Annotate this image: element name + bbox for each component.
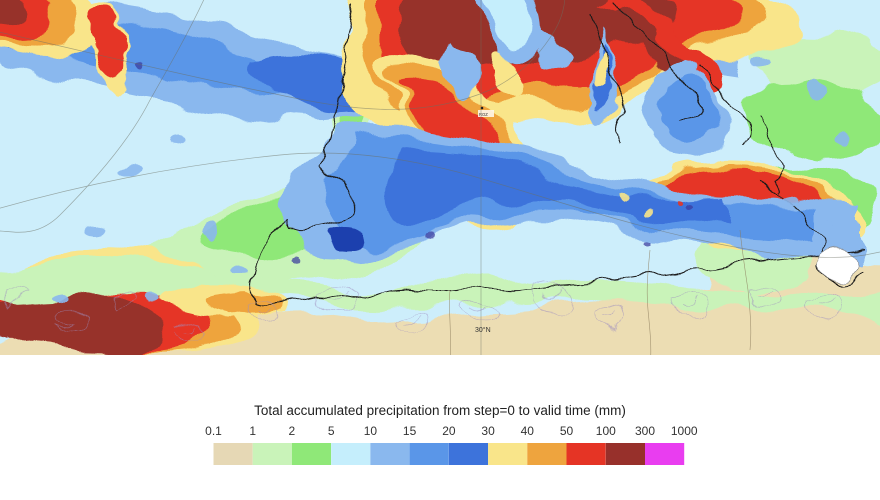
svg-text:10: 10 <box>364 424 378 438</box>
svg-text:1: 1 <box>249 424 256 438</box>
svg-text:40: 40 <box>521 424 535 438</box>
svg-text:0.1: 0.1 <box>205 424 222 438</box>
svg-text:100: 100 <box>596 424 616 438</box>
svg-text:30°N: 30°N <box>475 326 491 334</box>
svg-text:2: 2 <box>289 424 296 438</box>
svg-text:ROZ: ROZ <box>479 112 488 117</box>
svg-text:15: 15 <box>403 424 417 438</box>
svg-text:30: 30 <box>481 424 495 438</box>
svg-text:1000: 1000 <box>671 424 698 438</box>
svg-text:20: 20 <box>442 424 456 438</box>
svg-text:50: 50 <box>560 424 574 438</box>
svg-text:5: 5 <box>328 424 335 438</box>
svg-text:300: 300 <box>635 424 655 438</box>
